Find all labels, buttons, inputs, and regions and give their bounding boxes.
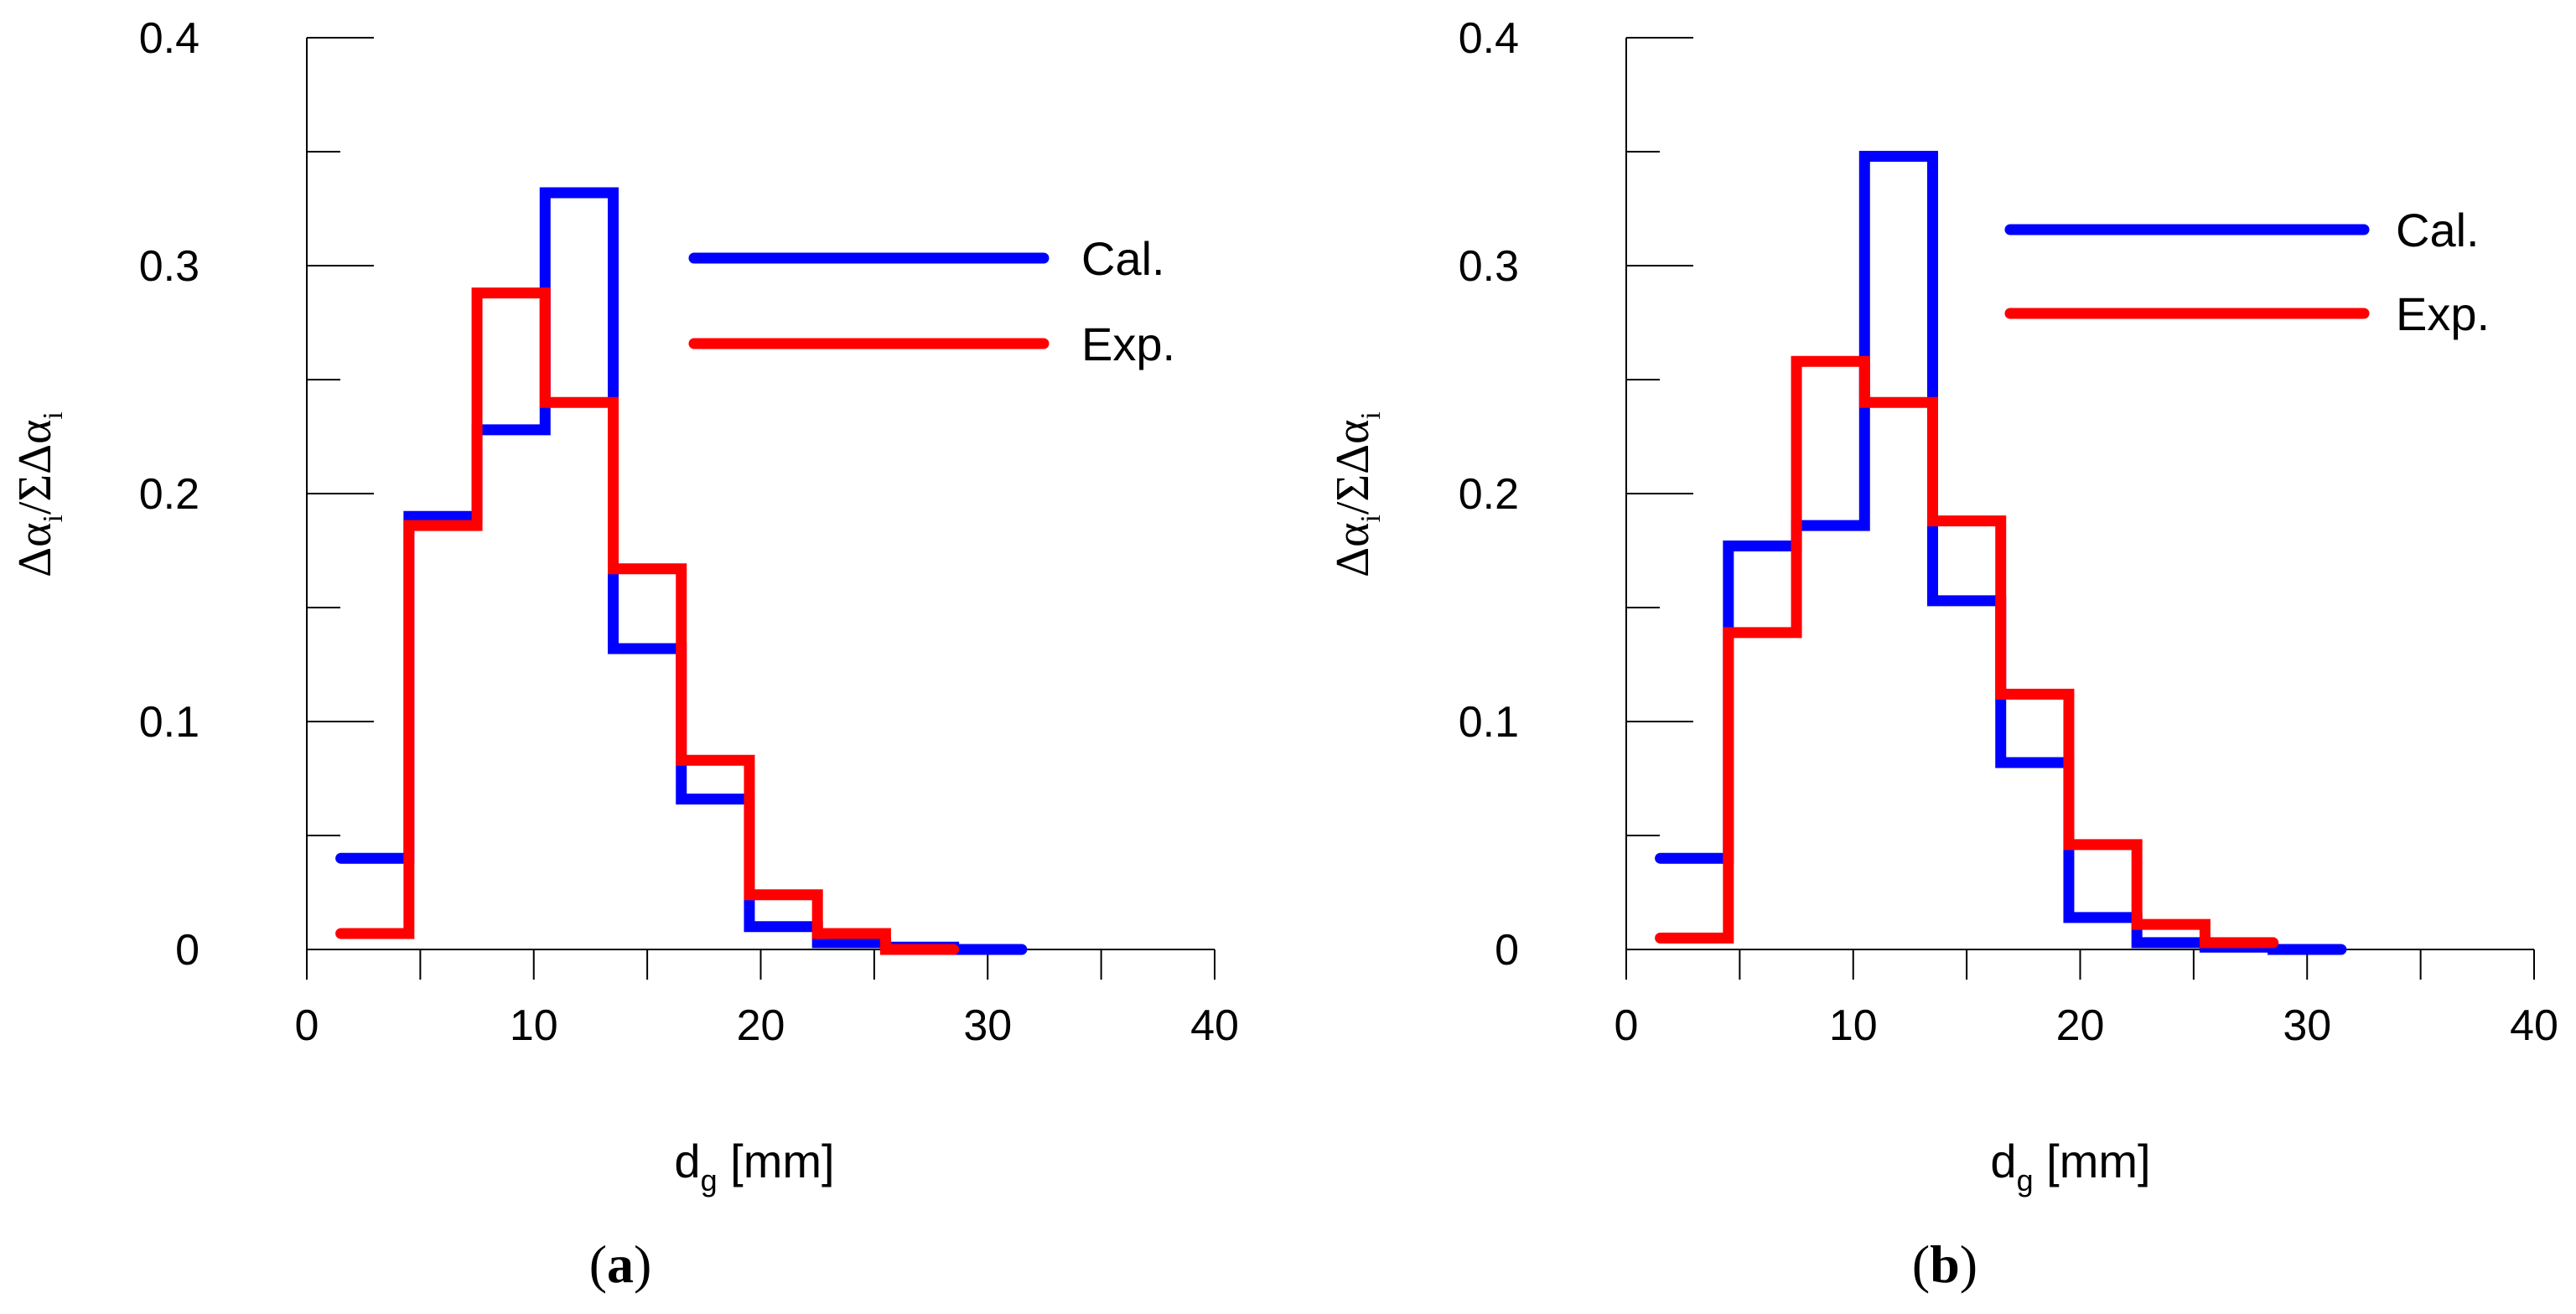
x-tick-label: 30	[2283, 1001, 2331, 1050]
x-tick-label: 0	[295, 1001, 319, 1050]
legend-label: Exp.	[1081, 318, 1175, 370]
y-tick-label: 0.1	[139, 698, 200, 747]
y-tick-label: 0.2	[139, 470, 200, 519]
x-tick-label: 0	[1615, 1001, 1639, 1050]
panel-caption: (b)	[1912, 1234, 1977, 1294]
y-tick-label: 0.3	[1459, 242, 1519, 291]
y-axis-label: Δαi/ΣΔαi	[9, 411, 69, 577]
legend-label: Cal.	[1081, 232, 1165, 285]
x-tick-label: 20	[2056, 1001, 2105, 1050]
y-tick-label: 0.4	[139, 14, 200, 63]
y-tick-label: 0	[1495, 926, 1519, 975]
x-tick-label: 40	[1190, 1001, 1239, 1050]
y-tick-label: 0.1	[1459, 698, 1519, 747]
chart-panel-b: 0 10 20 30 40 0 0.1 0.2 0.3 0.4 Cal. Exp. dg [mm] Δαi…	[1327, 14, 2558, 1294]
y-tick-label: 0.4	[1459, 14, 1519, 63]
x-tick-label: 20	[737, 1001, 785, 1050]
x-axis-label: dg [mm]	[674, 1135, 834, 1198]
series-line-exp	[335, 287, 960, 955]
y-tick-label: 0	[175, 926, 200, 975]
y-tick-label: 0.2	[1459, 470, 1519, 519]
x-axis-label: dg [mm]	[1990, 1135, 2150, 1198]
x-tick-label: 10	[1829, 1001, 1878, 1050]
x-tick-label: 40	[2510, 1001, 2558, 1050]
legend-label: Cal.	[2396, 204, 2480, 256]
x-tick-label: 30	[963, 1001, 1012, 1050]
chart-panel-a: 0 10 20 30 40 0 0.1 0.2 0.3 0.4 Cal. Exp. dg [mm] Δαi…	[9, 14, 1239, 1294]
panel-caption: (a)	[589, 1234, 652, 1294]
y-tick-label: 0.3	[139, 242, 200, 291]
x-tick-label: 10	[510, 1001, 558, 1050]
y-axis-label: Δαi/ΣΔαi	[1327, 411, 1386, 577]
series-line-exp	[1655, 355, 2279, 949]
legend-label: Exp.	[2396, 287, 2490, 340]
